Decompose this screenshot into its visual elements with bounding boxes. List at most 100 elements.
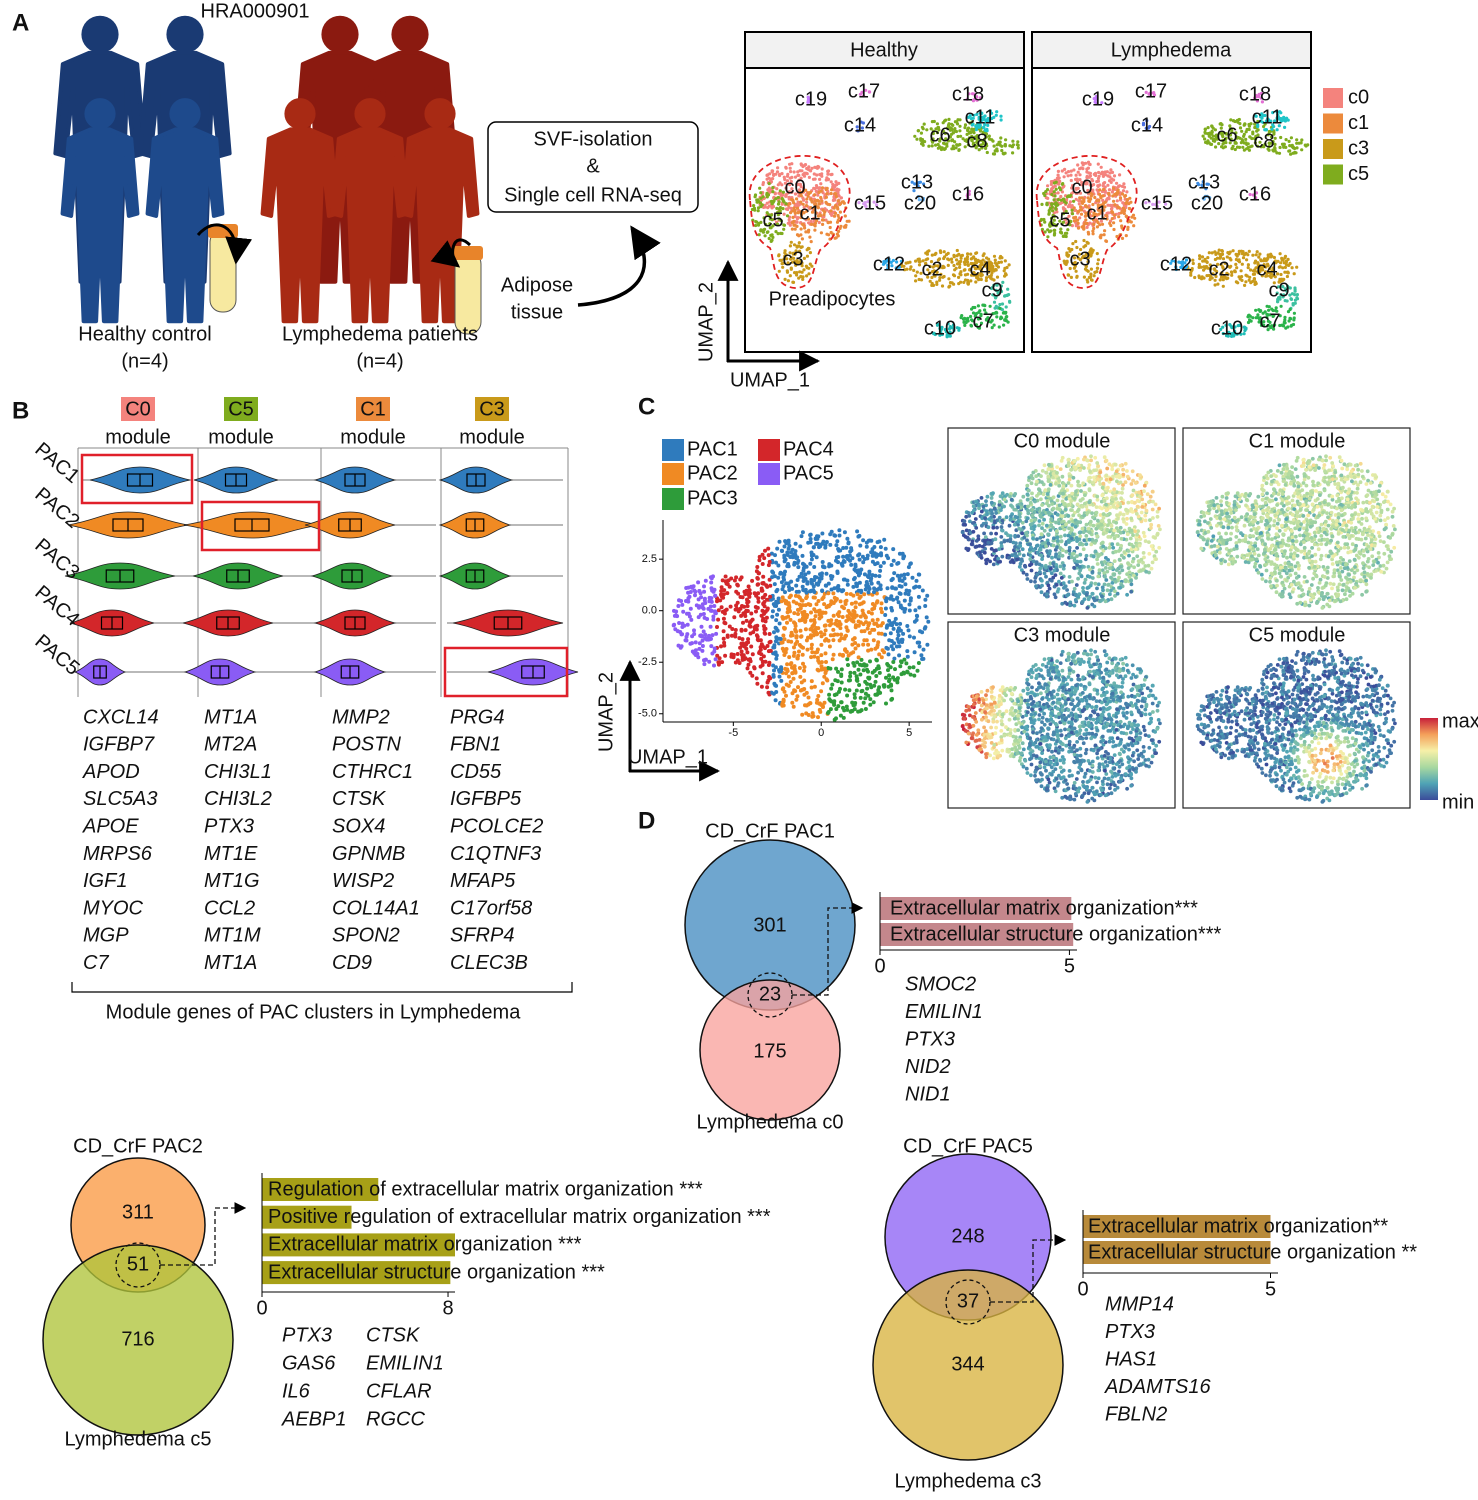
cell-point [1295, 141, 1299, 145]
cell-point [790, 162, 794, 166]
cell-point [837, 181, 841, 185]
cell-point [782, 598, 787, 603]
cell-point [1115, 199, 1119, 203]
cell-point [767, 213, 771, 217]
cell-point [797, 234, 801, 238]
gene-name: IGFBP7 [83, 734, 155, 756]
cell-point [767, 559, 772, 564]
cell-point [784, 186, 788, 190]
cell-point [976, 304, 981, 308]
cell-point [849, 562, 854, 567]
cell-point [866, 693, 871, 698]
cell-point [1086, 241, 1090, 245]
cell-point [853, 605, 858, 610]
cell-point [788, 617, 793, 622]
gene-name: MYOC [83, 897, 144, 919]
cell-point [797, 649, 801, 654]
cell-point [796, 211, 800, 215]
cell-point [819, 660, 824, 665]
cell-point [743, 592, 748, 597]
cell-point [836, 669, 840, 674]
cell-point [748, 624, 753, 629]
cell-point [993, 261, 998, 265]
cell-point [739, 575, 744, 580]
cell-point [916, 129, 921, 133]
cell-point [758, 186, 762, 190]
cell-point [788, 183, 792, 187]
cell-point [810, 650, 815, 655]
cell-point [810, 210, 815, 214]
cell-point [1078, 208, 1082, 212]
cell-point [762, 627, 767, 632]
cell-point [1010, 145, 1015, 149]
cell-point [786, 279, 791, 283]
cell-point [830, 188, 834, 192]
cell-point [1230, 270, 1234, 275]
cell-point [766, 230, 770, 234]
gene-name: MT1E [204, 843, 258, 865]
person-head [424, 98, 456, 130]
cell-point [884, 553, 889, 558]
cell-point [1244, 280, 1248, 284]
cell-point [763, 203, 767, 207]
cell-point [1199, 265, 1203, 269]
cell-point [1282, 320, 1286, 324]
cell-point [756, 198, 760, 202]
legend-swatch [662, 439, 684, 461]
cell-point [767, 189, 771, 193]
cell-point [834, 543, 839, 548]
cell-point [999, 136, 1003, 140]
cell-point [779, 678, 784, 683]
cell-point [952, 263, 956, 268]
cell-point [869, 685, 874, 690]
cell-point [949, 257, 954, 261]
cell-point [942, 256, 946, 261]
cell-point [675, 629, 680, 634]
x-tick-label: 0 [818, 727, 824, 739]
cell-point [768, 676, 773, 681]
cell-point [789, 579, 794, 584]
cell-point [800, 652, 805, 657]
cell-point [782, 544, 787, 549]
cell-point [1211, 138, 1216, 142]
cell-point [1042, 517, 1046, 522]
cell-point [702, 584, 706, 589]
cell-point [856, 667, 861, 672]
cell-point [702, 596, 707, 601]
cell-point [819, 189, 823, 193]
cell-point [863, 696, 868, 701]
cell-point [963, 273, 968, 277]
cell-point [734, 603, 739, 608]
curved-arrow [430, 238, 472, 268]
facet-title: Lymphedema [1111, 39, 1232, 61]
cell-point [820, 588, 825, 593]
cell-point [774, 230, 778, 234]
y-tick-label: -5.0 [638, 708, 657, 720]
cell-point [1089, 275, 1093, 279]
cell-point [782, 637, 787, 642]
cell-point [1201, 259, 1205, 263]
cell-point [851, 661, 856, 665]
cell-point [878, 564, 883, 569]
cell-point [1072, 206, 1076, 210]
cell-point [788, 555, 793, 559]
cell-point [1003, 266, 1007, 270]
cell-point [723, 608, 728, 613]
cell-point [1066, 174, 1070, 178]
cell-point [789, 170, 793, 174]
cell-point [1121, 201, 1125, 205]
cell-point [684, 634, 689, 639]
cell-point [729, 633, 734, 638]
cell-point [1070, 212, 1075, 216]
cell-point [828, 542, 833, 547]
gene-name: IGFBP5 [450, 788, 522, 810]
cell-point [853, 625, 858, 630]
cell-point [765, 201, 769, 205]
gene-name: WISP2 [332, 870, 394, 892]
cell-point [709, 636, 713, 641]
cell-point [1284, 145, 1288, 149]
cell-point [1135, 554, 1140, 559]
cell-point [820, 531, 825, 536]
cell-point [809, 642, 814, 647]
cell-point [810, 166, 814, 170]
